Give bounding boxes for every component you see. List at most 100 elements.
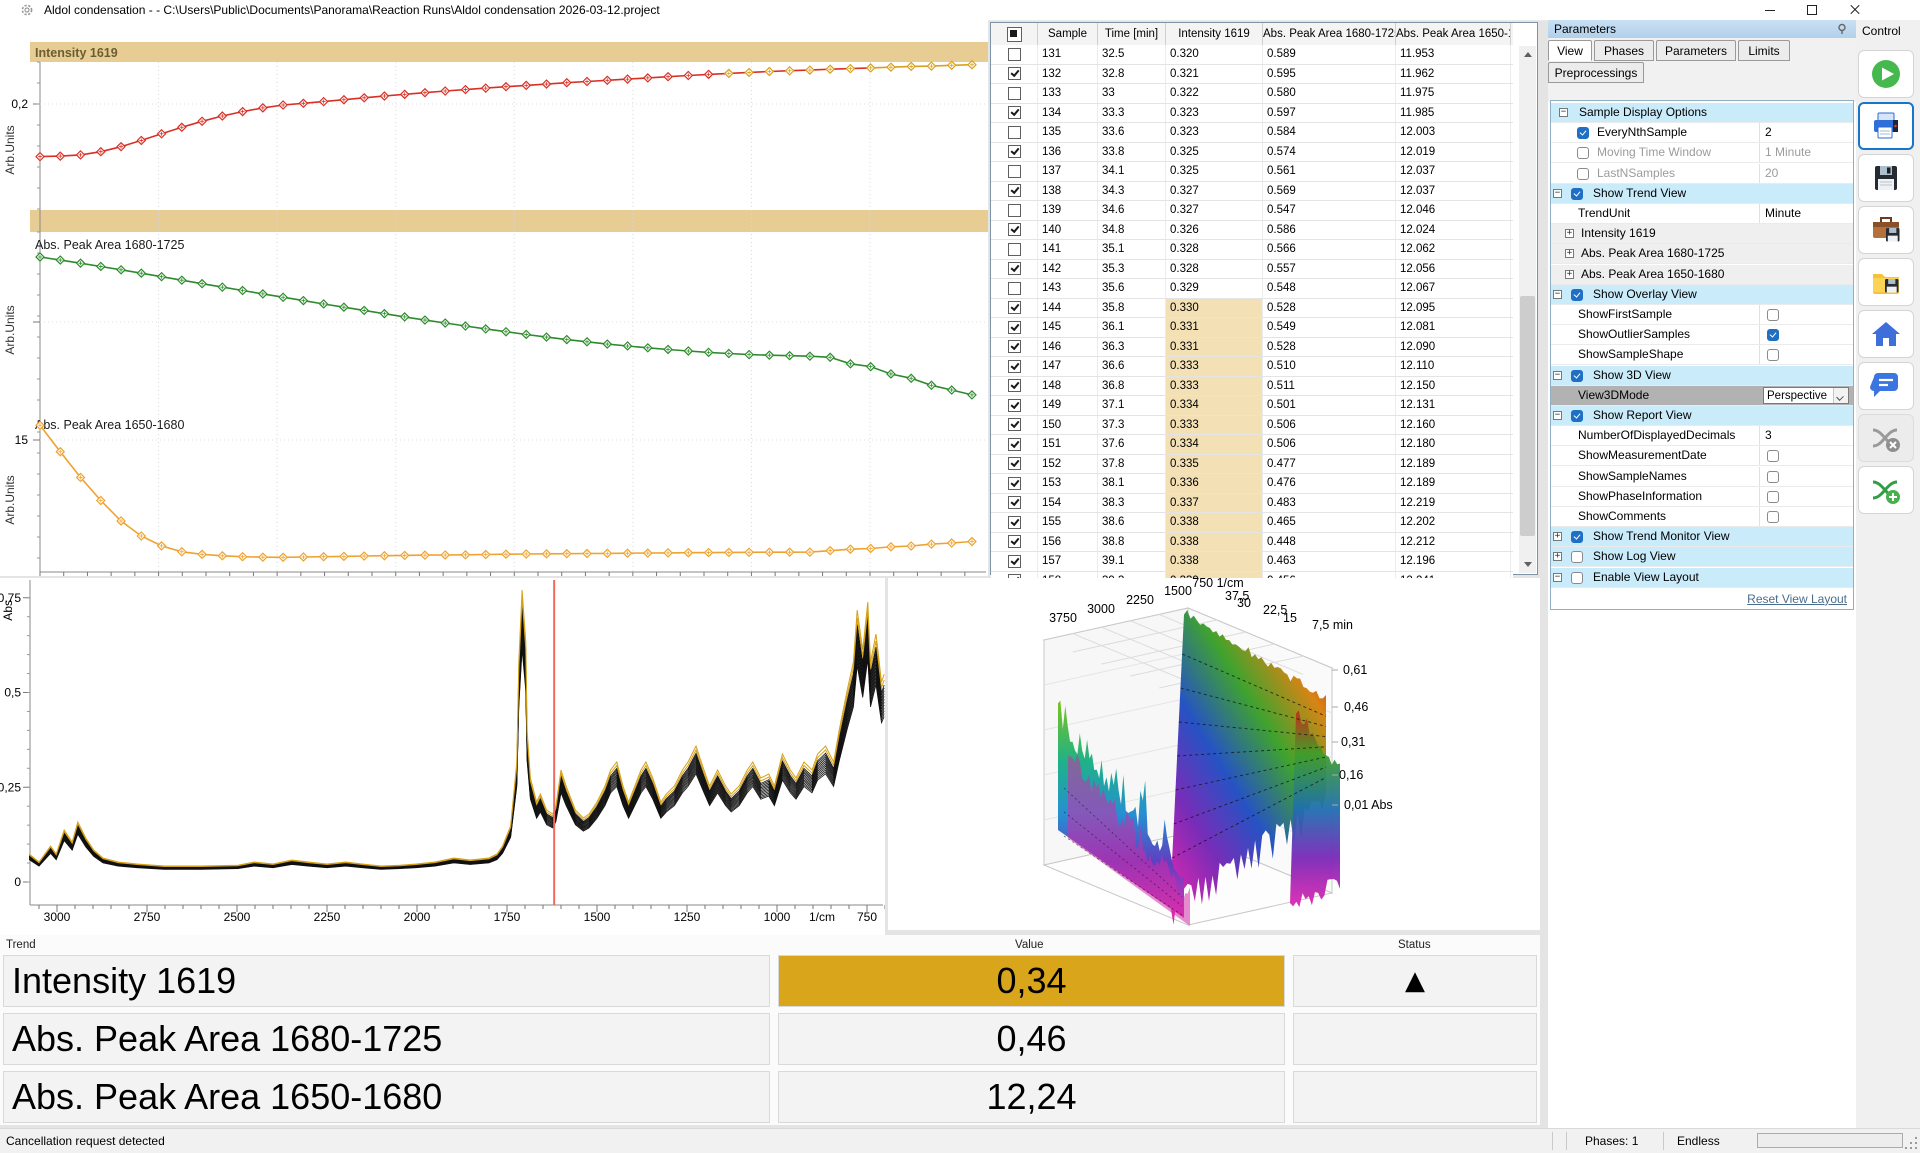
table-row[interactable]: 13734.10.3250.56112.037 xyxy=(991,162,1513,182)
table-row[interactable]: 15237.80.3350.47712.189 xyxy=(991,455,1513,475)
row-checkbox[interactable] xyxy=(1008,477,1021,490)
expander-icon[interactable]: + xyxy=(1565,270,1574,279)
expander-icon[interactable]: − xyxy=(1553,411,1562,420)
cancel-phase-button[interactable] xyxy=(1858,414,1914,462)
row-checkbox[interactable] xyxy=(1008,282,1021,295)
save-button[interactable] xyxy=(1858,154,1914,202)
param-row[interactable]: +Abs. Peak Area 1650-1680 xyxy=(1551,265,1853,285)
scroll-down-button[interactable] xyxy=(1519,556,1536,573)
param-row[interactable]: −Show Report View xyxy=(1551,406,1853,426)
row-checkbox[interactable] xyxy=(1008,106,1021,119)
row-select-cell[interactable] xyxy=(991,123,1038,142)
expander-icon[interactable]: + xyxy=(1553,552,1562,561)
row-select-cell[interactable] xyxy=(991,377,1038,396)
pin-icon[interactable] xyxy=(1836,23,1848,35)
param-row[interactable]: ShowPhaseInformation xyxy=(1551,487,1853,507)
scroll-up-button[interactable] xyxy=(1519,46,1536,63)
table-row[interactable]: 14135.10.3280.56612.062 xyxy=(991,240,1513,260)
param-checkbox[interactable] xyxy=(1767,450,1779,462)
param-checkbox[interactable] xyxy=(1767,511,1779,523)
row-checkbox[interactable] xyxy=(1008,204,1021,217)
row-select-cell[interactable] xyxy=(991,338,1038,357)
home-button[interactable] xyxy=(1858,310,1914,358)
param-row[interactable]: +Intensity 1619 xyxy=(1551,224,1853,244)
param-row[interactable]: +Show Log View xyxy=(1551,547,1853,567)
row-select-cell[interactable] xyxy=(991,182,1038,201)
row-select-cell[interactable] xyxy=(991,143,1038,162)
group-checkbox[interactable] xyxy=(1571,410,1583,422)
comment-button[interactable] xyxy=(1858,362,1914,410)
param-value[interactable]: 1 Minute xyxy=(1765,143,1811,162)
expander-icon[interactable]: − xyxy=(1553,371,1562,380)
param-row[interactable]: NumberOfDisplayedDecimals3 xyxy=(1551,426,1853,446)
row-checkbox[interactable] xyxy=(1008,243,1021,256)
param-row[interactable]: TrendUnitMinute xyxy=(1551,204,1853,224)
row-select-cell[interactable] xyxy=(991,201,1038,220)
group-checkbox[interactable] xyxy=(1571,572,1583,584)
table-row[interactable]: 15739.10.3380.46312.196 xyxy=(991,552,1513,572)
table-row[interactable]: 13533.60.3230.58412.003 xyxy=(991,123,1513,143)
param-row[interactable]: −Show 3D View xyxy=(1551,366,1853,386)
table-row[interactable]: 15037.30.3330.50612.160 xyxy=(991,416,1513,436)
row-select-cell[interactable] xyxy=(991,260,1038,279)
minimize-button[interactable] xyxy=(1750,0,1790,20)
param-row[interactable]: ShowOutlierSamples xyxy=(1551,325,1853,345)
row-checkbox[interactable] xyxy=(1008,496,1021,509)
column-header-abs-peak-area-1650-1680[interactable]: Abs. Peak Area 1650-1680 xyxy=(1396,23,1511,45)
table-row[interactable]: 15638.80.3380.44812.212 xyxy=(991,533,1513,553)
param-row[interactable]: EveryNthSample2 xyxy=(1551,123,1853,143)
group-checkbox[interactable] xyxy=(1571,531,1583,543)
save-project-button[interactable] xyxy=(1858,206,1914,254)
table-row[interactable]: 13834.30.3270.56912.037 xyxy=(991,182,1513,202)
param-checkbox[interactable] xyxy=(1767,329,1779,341)
tab-view[interactable]: View xyxy=(1548,40,1592,61)
row-checkbox[interactable] xyxy=(1008,340,1021,353)
param-value[interactable]: 20 xyxy=(1765,164,1778,183)
resize-grip[interactable] xyxy=(1905,1137,1917,1149)
param-row[interactable]: ShowMeasurementDate xyxy=(1551,446,1853,466)
expander-icon[interactable]: − xyxy=(1559,108,1568,117)
row-select-cell[interactable] xyxy=(991,84,1038,103)
param-value[interactable]: Minute xyxy=(1765,204,1801,223)
print-report-button[interactable] xyxy=(1858,102,1914,150)
table-scrollbar[interactable] xyxy=(1519,46,1536,573)
param-row[interactable]: −Enable View Layout xyxy=(1551,568,1853,588)
row-checkbox[interactable] xyxy=(1008,457,1021,470)
row-checkbox[interactable] xyxy=(1008,262,1021,275)
row-select-cell[interactable] xyxy=(991,435,1038,454)
table-row[interactable]: 14536.10.3310.54912.081 xyxy=(991,318,1513,338)
expander-icon[interactable]: − xyxy=(1553,189,1562,198)
row-select-cell[interactable] xyxy=(991,65,1038,84)
sample-table[interactable]: SampleTime [min]Intensity 1619Abs. Peak … xyxy=(990,22,1538,575)
row-checkbox[interactable] xyxy=(1008,379,1021,392)
param-row[interactable]: ShowSampleShape xyxy=(1551,345,1853,365)
table-row[interactable]: 133330.3220.58011.975 xyxy=(991,84,1513,104)
row-select-cell[interactable] xyxy=(991,318,1038,337)
param-row[interactable]: −Show Overlay View xyxy=(1551,285,1853,305)
row-select-cell[interactable] xyxy=(991,104,1038,123)
column-header-time-min-[interactable]: Time [min] xyxy=(1098,23,1166,45)
table-row[interactable]: 14034.80.3260.58612.024 xyxy=(991,221,1513,241)
save-data-button[interactable] xyxy=(1858,258,1914,306)
maximize-button[interactable] xyxy=(1792,0,1832,20)
expander-icon[interactable]: + xyxy=(1565,229,1574,238)
row-checkbox[interactable] xyxy=(1008,126,1021,139)
param-checkbox[interactable] xyxy=(1767,471,1779,483)
table-row[interactable]: 14636.30.3310.52812.090 xyxy=(991,338,1513,358)
view3dmode-combobox[interactable]: Perspective xyxy=(1763,387,1849,404)
row-checkbox[interactable] xyxy=(1008,145,1021,158)
expander-icon[interactable]: − xyxy=(1553,290,1562,299)
param-row[interactable]: −Show Trend View xyxy=(1551,184,1853,204)
table-row[interactable]: 14435.80.3300.52812.095 xyxy=(991,299,1513,319)
run-button[interactable] xyxy=(1858,50,1914,98)
row-select-cell[interactable] xyxy=(991,299,1038,318)
row-checkbox[interactable] xyxy=(1008,87,1021,100)
expander-icon[interactable]: − xyxy=(1553,573,1562,582)
table-row[interactable]: 15438.30.3370.48312.219 xyxy=(991,494,1513,514)
row-checkbox[interactable] xyxy=(1008,535,1021,548)
row-select-cell[interactable] xyxy=(991,552,1038,571)
row-select-cell[interactable] xyxy=(991,240,1038,259)
row-checkbox[interactable] xyxy=(1008,301,1021,314)
expander-icon[interactable]: + xyxy=(1565,249,1574,258)
column-header-select[interactable] xyxy=(991,23,1038,45)
